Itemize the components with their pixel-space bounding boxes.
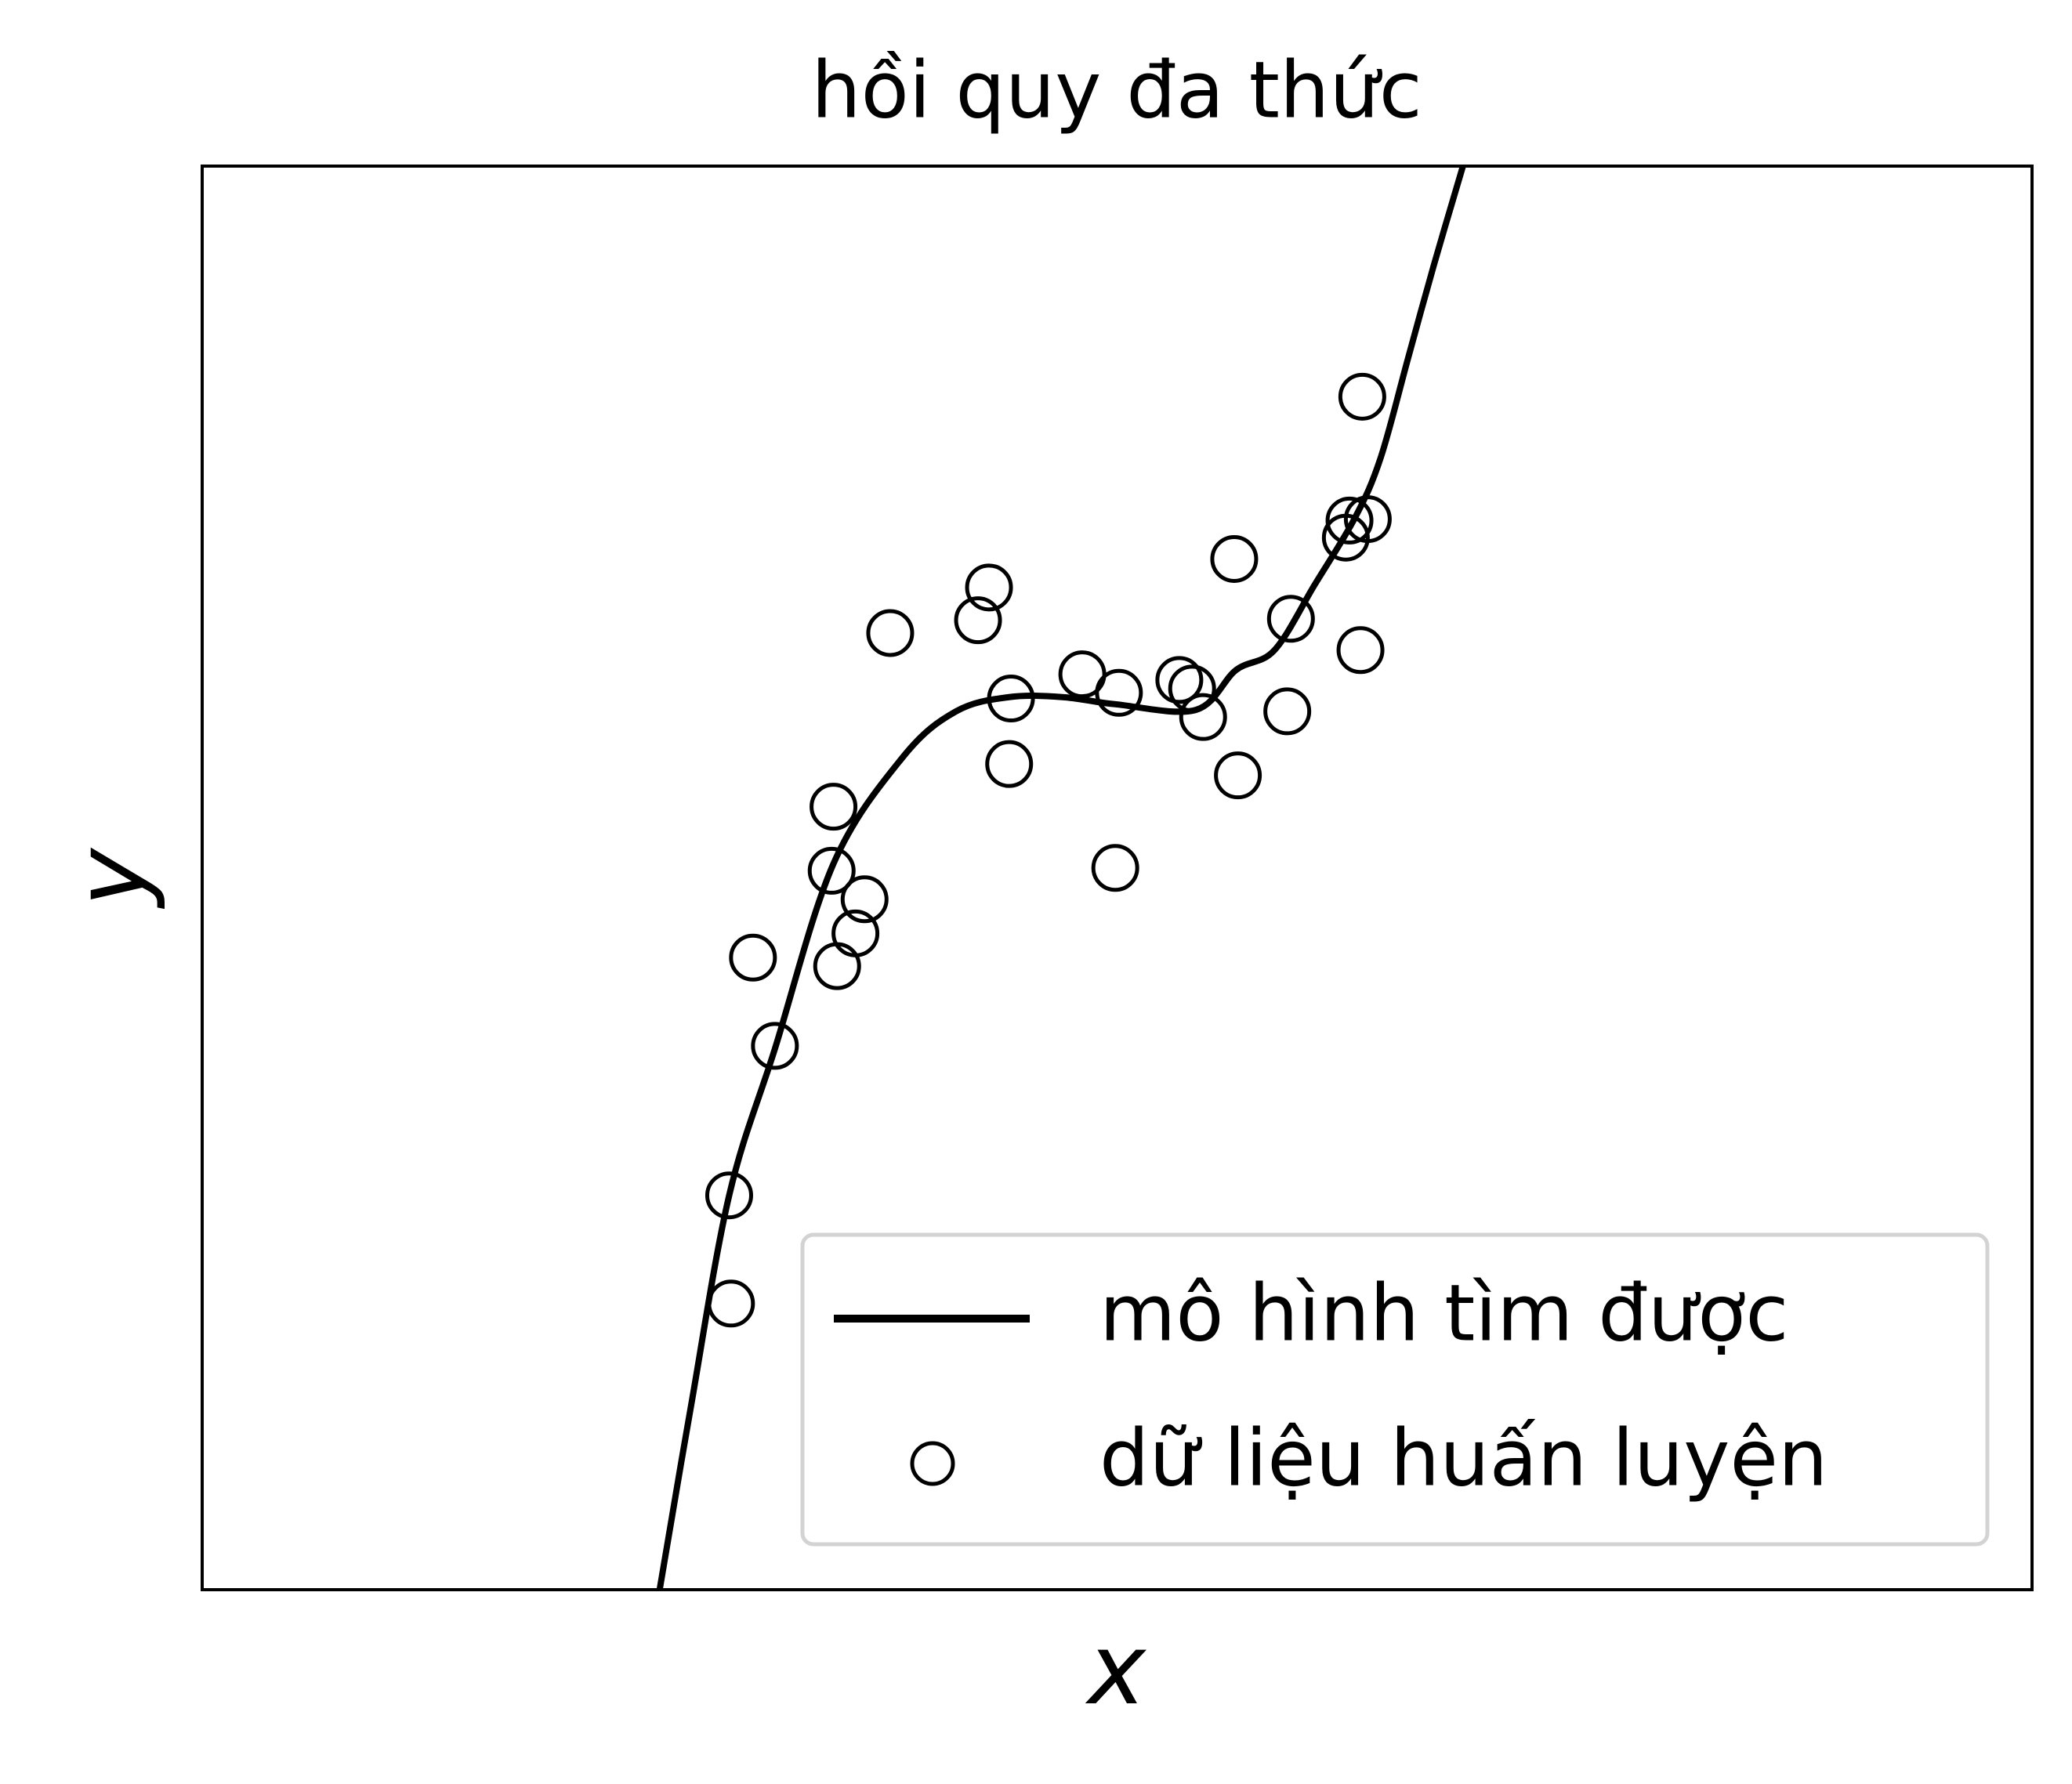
data-point bbox=[1214, 751, 1262, 800]
data-point bbox=[1095, 668, 1143, 717]
data-point bbox=[1266, 595, 1315, 643]
data-point bbox=[954, 596, 1002, 645]
data-point bbox=[1325, 496, 1374, 545]
data-point bbox=[1179, 693, 1227, 741]
data-point bbox=[1321, 513, 1370, 562]
x-axis-label: x bbox=[1085, 1613, 1147, 1727]
data-point bbox=[707, 1279, 755, 1328]
legend-box bbox=[800, 1232, 1990, 1547]
data-point bbox=[1336, 626, 1385, 675]
data-point bbox=[729, 933, 777, 982]
data-point bbox=[840, 875, 889, 924]
data-point bbox=[1263, 687, 1312, 736]
data-point bbox=[1338, 372, 1386, 421]
data-point bbox=[1168, 664, 1216, 713]
data-point bbox=[813, 942, 861, 990]
chart-title: hồi quy đa thức bbox=[811, 44, 1422, 136]
legend-label: dữ liệu huấn luyện bbox=[1099, 1412, 1827, 1504]
data-point bbox=[810, 783, 858, 831]
fit-line bbox=[656, 166, 1466, 1590]
data-point bbox=[807, 846, 856, 895]
data-point bbox=[1210, 534, 1259, 583]
legend-marker bbox=[910, 1441, 955, 1486]
y-axis-label: y bbox=[54, 847, 168, 910]
plot-area bbox=[656, 166, 1466, 1590]
data-point bbox=[866, 609, 915, 657]
data-point bbox=[705, 1171, 753, 1220]
legend: mô hình tìm được dữ liệu huấn luyện bbox=[800, 1232, 1990, 1547]
data-point bbox=[1091, 844, 1139, 892]
data-point bbox=[1155, 656, 1204, 704]
data-point bbox=[985, 740, 1034, 788]
data-point bbox=[987, 675, 1035, 723]
data-point bbox=[965, 563, 1013, 612]
plot-frame bbox=[201, 165, 2034, 1591]
data-point bbox=[751, 1022, 799, 1070]
legend-label: mô hình tìm được bbox=[1099, 1267, 1788, 1359]
